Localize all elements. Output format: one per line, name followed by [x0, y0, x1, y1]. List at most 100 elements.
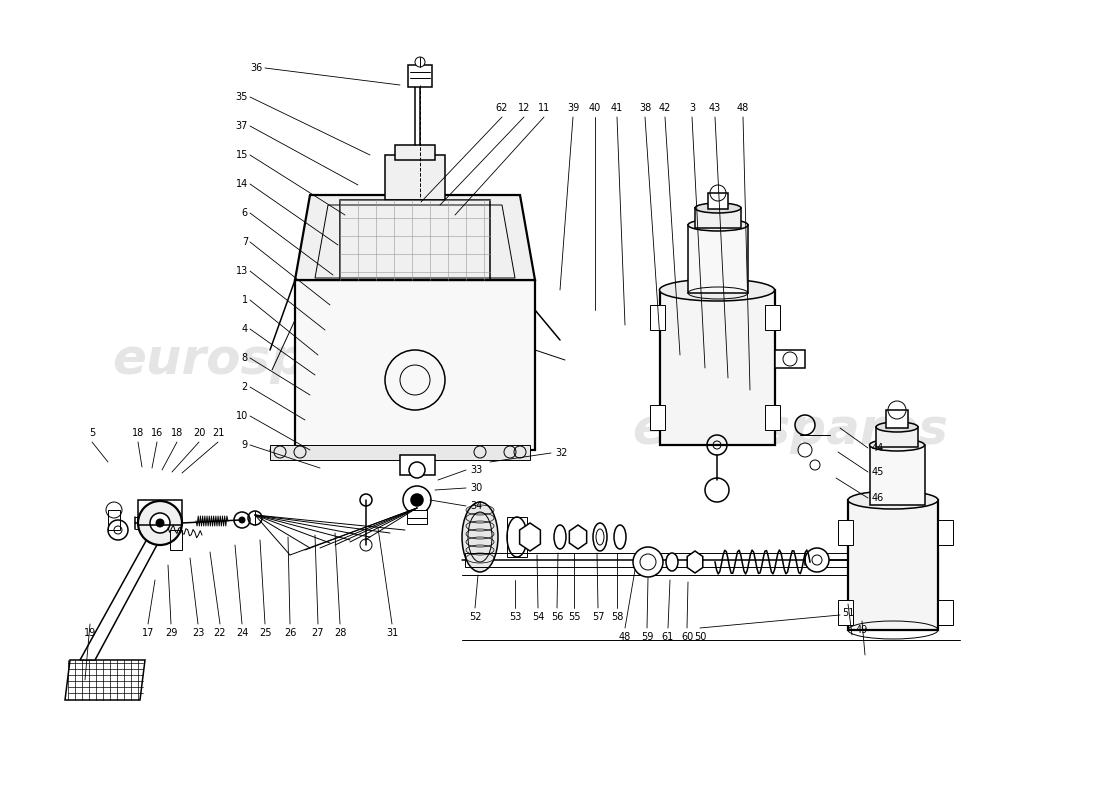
Polygon shape: [570, 525, 586, 549]
Ellipse shape: [688, 219, 748, 231]
Text: 32: 32: [556, 448, 568, 458]
Bar: [886, 410, 907, 428]
Polygon shape: [295, 195, 535, 280]
Text: 55: 55: [568, 612, 581, 622]
Ellipse shape: [593, 523, 607, 551]
Ellipse shape: [507, 517, 527, 557]
Text: 50: 50: [694, 632, 706, 642]
Text: 28: 28: [333, 628, 346, 638]
Ellipse shape: [695, 203, 741, 213]
Polygon shape: [519, 523, 540, 551]
Bar: [408, 65, 432, 87]
Bar: [395, 145, 434, 160]
Circle shape: [411, 494, 424, 506]
Text: 26: 26: [284, 628, 296, 638]
Bar: [507, 517, 527, 557]
Circle shape: [409, 462, 425, 478]
Bar: [870, 445, 925, 505]
Bar: [764, 305, 780, 330]
Text: 59: 59: [641, 632, 653, 642]
Text: 33: 33: [470, 465, 482, 475]
Text: 3: 3: [689, 103, 695, 113]
Text: 58: 58: [610, 612, 624, 622]
Bar: [170, 530, 182, 550]
Bar: [764, 405, 780, 430]
Text: 30: 30: [470, 483, 482, 493]
Text: 2: 2: [242, 382, 248, 392]
Bar: [407, 510, 427, 518]
Ellipse shape: [462, 502, 498, 572]
Bar: [695, 208, 741, 228]
Text: 43: 43: [708, 103, 722, 113]
Ellipse shape: [666, 553, 678, 571]
Text: 10: 10: [235, 411, 248, 421]
Polygon shape: [688, 551, 703, 573]
Text: 57: 57: [592, 612, 604, 622]
Text: 60: 60: [681, 632, 693, 642]
Ellipse shape: [848, 491, 938, 509]
Text: 18: 18: [132, 428, 144, 438]
Text: 53: 53: [509, 612, 521, 622]
Bar: [108, 510, 120, 530]
Circle shape: [805, 548, 829, 572]
Text: 40: 40: [588, 103, 601, 113]
Bar: [938, 520, 953, 545]
Text: 45: 45: [872, 467, 884, 477]
Ellipse shape: [554, 525, 566, 549]
Text: 44: 44: [872, 443, 884, 453]
Bar: [295, 280, 535, 450]
Bar: [650, 405, 666, 430]
Bar: [708, 193, 728, 209]
Bar: [838, 600, 853, 625]
Text: 42: 42: [659, 103, 671, 113]
Circle shape: [632, 547, 663, 577]
Text: 9: 9: [242, 440, 248, 450]
Bar: [385, 155, 446, 200]
Circle shape: [239, 517, 245, 523]
Text: 1: 1: [242, 295, 248, 305]
Circle shape: [138, 501, 182, 545]
Text: 37: 37: [235, 121, 248, 131]
Text: 18: 18: [170, 428, 183, 438]
Text: 11: 11: [538, 103, 550, 113]
Bar: [838, 520, 853, 545]
Text: 27: 27: [311, 628, 324, 638]
Bar: [138, 500, 182, 525]
Text: 5: 5: [89, 428, 95, 438]
Bar: [407, 518, 427, 524]
Text: 17: 17: [142, 628, 154, 638]
Text: 34: 34: [470, 501, 482, 511]
Text: 51: 51: [842, 608, 855, 618]
Bar: [465, 553, 860, 567]
Text: eurospares: eurospares: [112, 336, 428, 384]
Text: 22: 22: [213, 628, 227, 638]
Bar: [848, 500, 938, 630]
Text: 8: 8: [242, 353, 248, 363]
Text: 20: 20: [192, 428, 206, 438]
Ellipse shape: [660, 279, 774, 301]
Text: 62: 62: [496, 103, 508, 113]
Text: 38: 38: [639, 103, 651, 113]
Text: 46: 46: [872, 493, 884, 503]
Text: 4: 4: [242, 324, 248, 334]
Text: 36: 36: [251, 63, 263, 73]
Text: 14: 14: [235, 179, 248, 189]
Text: 12: 12: [518, 103, 530, 113]
Polygon shape: [65, 660, 145, 700]
Circle shape: [156, 519, 164, 527]
Text: 54: 54: [531, 612, 544, 622]
Text: 52: 52: [469, 612, 482, 622]
Text: 21: 21: [212, 428, 224, 438]
Text: 35: 35: [235, 92, 248, 102]
Bar: [938, 600, 953, 625]
Bar: [400, 455, 434, 475]
Text: 25: 25: [258, 628, 272, 638]
Text: 39: 39: [566, 103, 579, 113]
Text: 23: 23: [191, 628, 205, 638]
Text: 56: 56: [551, 612, 563, 622]
Text: 7: 7: [242, 237, 248, 247]
Text: 13: 13: [235, 266, 248, 276]
Text: 29: 29: [165, 628, 177, 638]
Bar: [876, 427, 918, 447]
Ellipse shape: [869, 439, 924, 451]
